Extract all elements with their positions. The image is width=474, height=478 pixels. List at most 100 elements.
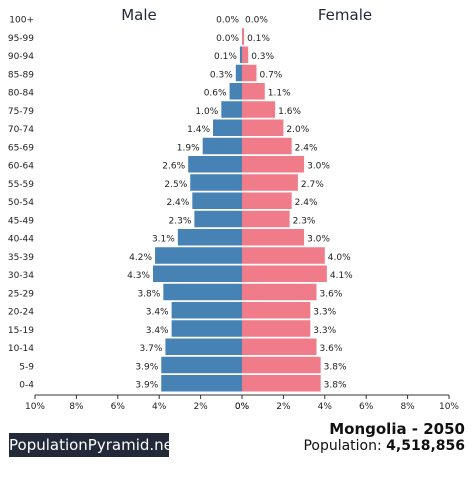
x-tick-label: 6% bbox=[111, 402, 126, 412]
age-group-label: 85-89 bbox=[8, 70, 34, 80]
female-value-label: 3.6% bbox=[320, 344, 343, 354]
female-value-label: 2.3% bbox=[293, 216, 316, 226]
female-bar-0-4 bbox=[242, 375, 321, 392]
male-value-label: 0.0% bbox=[216, 34, 239, 44]
male-bar-80-84 bbox=[229, 83, 242, 100]
x-tick-label: 8% bbox=[69, 402, 84, 412]
male-value-label: 3.9% bbox=[135, 362, 158, 372]
female-bar-85-89 bbox=[242, 64, 257, 82]
female-bar-25-29 bbox=[242, 283, 317, 301]
male-bar-40-44 bbox=[177, 229, 242, 246]
male-value-label: 3.4% bbox=[146, 308, 169, 318]
female-value-label: 3.8% bbox=[324, 381, 347, 391]
male-bar-15-19 bbox=[171, 320, 242, 337]
male-bar-65-69 bbox=[202, 137, 242, 155]
male-bar-45-49 bbox=[194, 210, 242, 228]
age-group-label: 45-49 bbox=[8, 216, 34, 226]
female-bar-60-64 bbox=[242, 156, 305, 173]
female-bar-65-69 bbox=[242, 137, 292, 155]
female-bar-90-94 bbox=[242, 46, 249, 63]
female-bar-30-34 bbox=[242, 265, 327, 282]
age-group-label: 0-4 bbox=[19, 381, 34, 391]
female-value-label: 3.6% bbox=[320, 289, 343, 299]
age-group-label: 50-54 bbox=[8, 198, 34, 208]
site-logo-badge[interactable]: PopulationPyramid.net bbox=[9, 433, 179, 457]
male-bar-70-74 bbox=[213, 119, 242, 136]
x-tick-label: 4% bbox=[152, 402, 167, 412]
x-tick-label: 6% bbox=[359, 402, 374, 412]
x-tick-label: 2% bbox=[276, 402, 291, 412]
female-value-label: 3.0% bbox=[307, 162, 330, 172]
age-group-label: 80-84 bbox=[8, 89, 34, 99]
male-value-label: 3.9% bbox=[135, 381, 158, 391]
age-group-label: 20-24 bbox=[8, 308, 34, 318]
x-tick-label: 8% bbox=[400, 402, 415, 412]
x-tick-label: 10% bbox=[25, 402, 45, 412]
age-group-label: 60-64 bbox=[8, 162, 34, 172]
age-group-label: 55-59 bbox=[8, 180, 34, 190]
male-bar-35-39 bbox=[155, 247, 242, 264]
age-group-label: 25-29 bbox=[8, 289, 34, 299]
male-value-label: 0.1% bbox=[214, 52, 237, 62]
female-bar-70-74 bbox=[242, 119, 284, 136]
female-value-label: 1.6% bbox=[278, 107, 301, 117]
value-labels-layer: 0.0% 0.0% 0.0% 0.1% 0.1% 0.3% 0.3% 0.7% 0.6% 1.1%… bbox=[127, 16, 353, 391]
female-value-label: 0.7% bbox=[259, 70, 282, 80]
age-group-label: 10-14 bbox=[8, 344, 34, 354]
age-group-label: 5-9 bbox=[19, 362, 34, 372]
male-bar-20-24 bbox=[171, 302, 242, 319]
x-tick-label: 2% bbox=[193, 402, 208, 412]
male-value-label: 3.7% bbox=[140, 344, 163, 354]
male-bar-55-59 bbox=[190, 174, 242, 191]
female-bar-95-99 bbox=[242, 28, 245, 45]
age-group-label: 75-79 bbox=[8, 107, 34, 117]
age-group-label: 40-44 bbox=[8, 235, 34, 245]
female-value-label: 3.3% bbox=[313, 326, 336, 336]
age-group-label: 95-99 bbox=[8, 34, 34, 44]
age-group-label: 30-34 bbox=[8, 271, 34, 281]
female-bar-15-19 bbox=[242, 320, 311, 337]
female-bar-35-39 bbox=[242, 247, 325, 264]
country-year-title: Mongolia - 2050 bbox=[329, 420, 465, 438]
male-bar-90-94 bbox=[239, 46, 242, 63]
male-bar-85-89 bbox=[235, 64, 242, 82]
female-bar-20-24 bbox=[242, 302, 311, 319]
age-group-label: 70-74 bbox=[8, 125, 34, 135]
male-value-label: 3.8% bbox=[137, 289, 160, 299]
x-tick-label: 4% bbox=[318, 402, 333, 412]
age-group-label: 100+ bbox=[9, 16, 34, 26]
female-bar-75-79 bbox=[242, 101, 276, 118]
male-bar-75-79 bbox=[221, 101, 242, 118]
female-value-label: 4.0% bbox=[328, 253, 351, 263]
female-value-label: 3.0% bbox=[307, 235, 330, 245]
male-bar-50-54 bbox=[192, 192, 242, 209]
age-group-label: 15-19 bbox=[8, 326, 34, 336]
bars-layer bbox=[152, 28, 327, 392]
male-header: Male bbox=[121, 6, 157, 24]
female-bar-50-54 bbox=[242, 192, 292, 209]
age-group-label: 65-69 bbox=[8, 143, 34, 153]
male-value-label: 4.2% bbox=[129, 253, 152, 263]
female-value-label: 4.1% bbox=[330, 271, 353, 281]
x-tick-label: 0% bbox=[235, 402, 250, 412]
x-tick-label: 10% bbox=[439, 402, 459, 412]
female-value-label: 0.0% bbox=[245, 16, 268, 26]
female-value-label: 2.0% bbox=[286, 125, 309, 135]
female-value-label: 0.3% bbox=[251, 52, 274, 62]
male-value-label: 2.6% bbox=[162, 162, 185, 172]
male-bar-30-34 bbox=[152, 265, 242, 282]
female-bar-45-49 bbox=[242, 210, 290, 228]
female-value-label: 2.4% bbox=[295, 198, 318, 208]
male-value-label: 2.3% bbox=[169, 216, 192, 226]
male-value-label: 1.0% bbox=[195, 107, 218, 117]
female-value-label: 3.8% bbox=[324, 362, 347, 372]
male-bar-5-9 bbox=[161, 356, 242, 374]
female-bar-55-59 bbox=[242, 174, 298, 191]
female-bar-10-14 bbox=[242, 338, 317, 355]
male-bar-60-64 bbox=[188, 156, 242, 173]
male-value-label: 0.6% bbox=[204, 89, 227, 99]
male-value-label: 2.4% bbox=[166, 198, 189, 208]
female-value-label: 1.1% bbox=[268, 89, 291, 99]
male-bar-0-4 bbox=[161, 375, 242, 392]
